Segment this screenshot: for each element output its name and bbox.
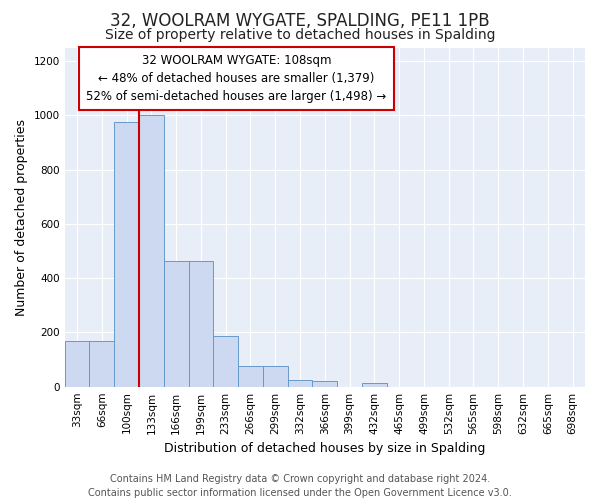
Bar: [362, 382, 387, 386]
X-axis label: Distribution of detached houses by size in Spalding: Distribution of detached houses by size …: [164, 442, 485, 455]
Bar: [287, 380, 313, 386]
Bar: [164, 260, 188, 386]
Bar: [238, 366, 263, 386]
Bar: [114, 122, 139, 386]
Text: Size of property relative to detached houses in Spalding: Size of property relative to detached ho…: [105, 28, 495, 42]
Text: 32 WOOLRAM WYGATE: 108sqm
← 48% of detached houses are smaller (1,379)
52% of se: 32 WOOLRAM WYGATE: 108sqm ← 48% of detac…: [86, 54, 386, 104]
Bar: [313, 382, 337, 386]
Bar: [65, 340, 89, 386]
Bar: [214, 336, 238, 386]
Text: 32, WOOLRAM WYGATE, SPALDING, PE11 1PB: 32, WOOLRAM WYGATE, SPALDING, PE11 1PB: [110, 12, 490, 30]
Bar: [263, 366, 287, 386]
Y-axis label: Number of detached properties: Number of detached properties: [15, 118, 28, 316]
Bar: [188, 260, 214, 386]
Bar: [139, 116, 164, 386]
Bar: [89, 340, 114, 386]
Text: Contains HM Land Registry data © Crown copyright and database right 2024.
Contai: Contains HM Land Registry data © Crown c…: [88, 474, 512, 498]
